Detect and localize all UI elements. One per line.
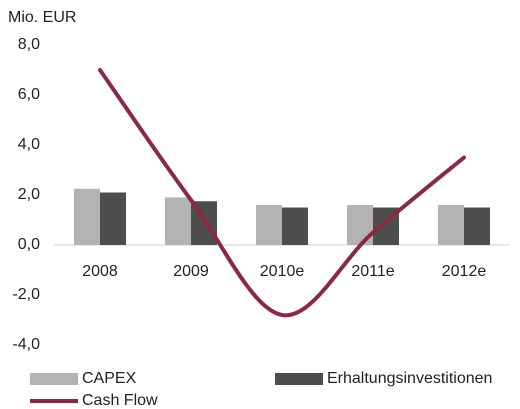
y-tick-label: 0,0 <box>18 236 40 253</box>
x-tick-label: 2008 <box>82 263 118 280</box>
line <box>98 68 466 318</box>
y-tick-label: -2,0 <box>12 286 40 303</box>
bar <box>438 205 464 245</box>
y-axis-label: Mio. EUR <box>8 9 76 26</box>
legend-swatch <box>30 373 78 385</box>
bar <box>165 197 191 245</box>
x-tick-label: 2012e <box>442 263 487 280</box>
bar <box>100 192 126 245</box>
bar <box>256 205 282 245</box>
x-tick-label: 2010e <box>260 263 305 280</box>
bar <box>347 205 373 245</box>
bar <box>74 188 100 245</box>
y-tick-label: 4,0 <box>18 136 40 153</box>
x-tick-label: 2011e <box>351 263 394 280</box>
y-tick-label: 8,0 <box>18 36 40 53</box>
legend-swatch <box>275 373 323 385</box>
legend-label: Erhaltungsinvestitionen <box>327 370 492 387</box>
x-tick-label: 2009 <box>173 263 209 280</box>
bar <box>282 207 308 245</box>
legend-label: CAPEX <box>82 370 137 387</box>
bar <box>464 207 490 245</box>
y-tick-label: 6,0 <box>18 86 40 103</box>
legend-label: Cash Flow <box>82 392 158 409</box>
y-tick-label: 2,0 <box>18 186 40 203</box>
y-tick-label: -4,0 <box>12 336 40 353</box>
